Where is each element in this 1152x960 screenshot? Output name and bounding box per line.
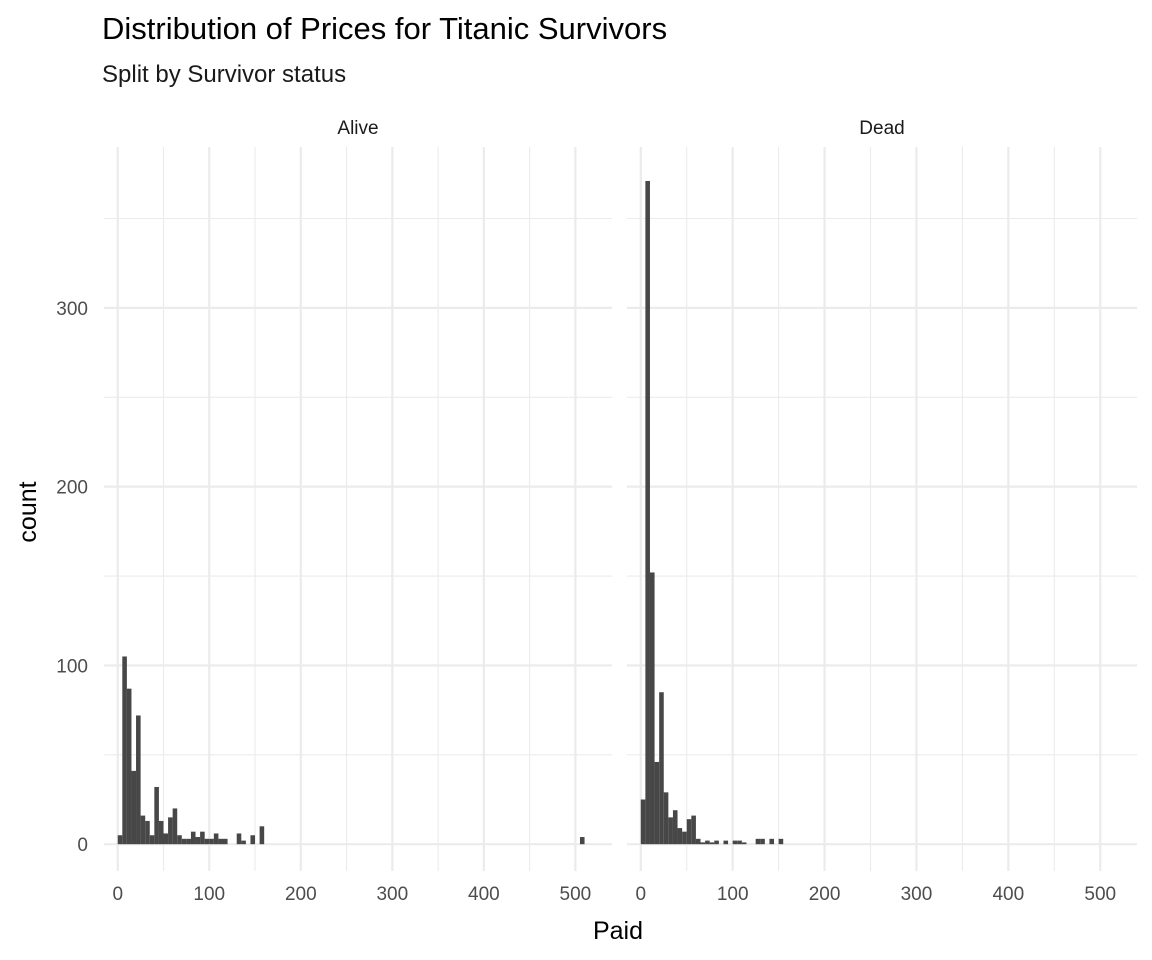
facet-label-alive: Alive bbox=[337, 118, 378, 139]
x-tick-label-alive-400: 400 bbox=[468, 884, 500, 905]
bar-dead-50 bbox=[686, 819, 692, 845]
x-tick-label-dead-0: 0 bbox=[635, 884, 646, 905]
bar-alive-10 bbox=[126, 688, 132, 845]
x-tick-label-alive-200: 200 bbox=[285, 884, 317, 905]
bar-alive-75 bbox=[186, 838, 191, 845]
bar-dead-60 bbox=[695, 838, 701, 845]
x-tick-label-dead-300: 300 bbox=[901, 884, 933, 905]
bar-alive-20 bbox=[136, 715, 141, 845]
y-tick-label-200: 200 bbox=[56, 478, 88, 499]
bar-alive-45 bbox=[158, 820, 164, 845]
bar-dead-45 bbox=[682, 831, 687, 845]
bar-alive-15 bbox=[131, 770, 137, 845]
bar-alive-65 bbox=[177, 835, 182, 845]
facet-panel-alive: 0 100 200 300 400 500 Alive bbox=[104, 118, 612, 905]
bar-alive-130 bbox=[236, 833, 242, 845]
facet-panel-dead: 0 100 200 300 400 500 Dead bbox=[627, 118, 1137, 905]
bar-alive-115 bbox=[222, 838, 228, 845]
bar-dead-70 bbox=[705, 840, 710, 845]
bar-dead-105 bbox=[737, 840, 742, 845]
bar-dead-55 bbox=[691, 815, 696, 845]
bar-alive-60 bbox=[172, 808, 178, 845]
bar-alive-80 bbox=[190, 831, 196, 845]
x-tick-label-dead-500: 500 bbox=[1084, 884, 1116, 905]
bar-alive-85 bbox=[195, 837, 201, 845]
bar-dead-150 bbox=[778, 838, 784, 845]
bar-alive-100 bbox=[209, 838, 214, 845]
x-tick-label-dead-100: 100 bbox=[717, 884, 749, 905]
y-tick-label-100: 100 bbox=[56, 656, 88, 677]
bar-dead-140 bbox=[769, 838, 775, 845]
facet-label-dead: Dead bbox=[859, 118, 904, 139]
bar-alive-35 bbox=[149, 835, 155, 845]
bar-alive-50 bbox=[163, 833, 169, 845]
y-axis: 0 100 200 300 bbox=[56, 299, 88, 856]
bar-alive-40 bbox=[154, 786, 159, 845]
bar-dead-0 bbox=[640, 799, 646, 845]
bar-dead-75 bbox=[709, 842, 715, 845]
y-axis-title: count bbox=[14, 481, 42, 542]
bar-alive-155 bbox=[259, 826, 265, 845]
y-tick-label-300: 300 bbox=[56, 299, 88, 320]
bar-dead-65 bbox=[700, 842, 706, 845]
y-tick-label-0: 0 bbox=[77, 835, 88, 856]
bar-dead-15 bbox=[654, 761, 660, 845]
x-axis-title: Paid bbox=[593, 917, 643, 945]
chart-title: Distribution of Prices for Titanic Survi… bbox=[102, 11, 667, 46]
bar-dead-20 bbox=[659, 692, 664, 845]
bar-dead-100 bbox=[732, 840, 738, 845]
bar-dead-40 bbox=[677, 828, 683, 845]
bar-dead-110 bbox=[741, 842, 747, 845]
bar-alive-90 bbox=[200, 831, 205, 845]
bar-alive-135 bbox=[241, 840, 246, 845]
bar-alive-5 bbox=[122, 656, 127, 845]
bar-alive-145 bbox=[250, 835, 256, 845]
bar-dead-35 bbox=[672, 810, 678, 845]
x-tick-label-dead-200: 200 bbox=[809, 884, 841, 905]
bar-alive-30 bbox=[145, 820, 150, 845]
bar-dead-125 bbox=[755, 838, 761, 845]
bar-dead-80 bbox=[714, 840, 719, 845]
bar-alive-70 bbox=[181, 838, 187, 845]
bar-dead-90 bbox=[723, 840, 729, 845]
bar-dead-30 bbox=[668, 817, 673, 845]
bar-dead-130 bbox=[760, 838, 765, 845]
bar-alive-95 bbox=[204, 838, 210, 845]
bar-alive-0 bbox=[117, 835, 123, 845]
bar-alive-25 bbox=[140, 815, 146, 845]
bar-dead-25 bbox=[663, 792, 669, 845]
chart-subtitle: Split by Survivor status bbox=[102, 61, 346, 88]
bar-alive-55 bbox=[168, 817, 173, 845]
bar-dead-10 bbox=[649, 572, 655, 845]
x-tick-label-alive-300: 300 bbox=[376, 884, 408, 905]
x-tick-label-alive-0: 0 bbox=[112, 884, 123, 905]
bar-dead-5 bbox=[645, 180, 650, 845]
x-tick-label-alive-100: 100 bbox=[193, 884, 225, 905]
bar-alive-110 bbox=[218, 838, 223, 845]
x-tick-label-dead-400: 400 bbox=[992, 884, 1024, 905]
bar-alive-105 bbox=[213, 833, 219, 845]
bar-alive-505 bbox=[579, 837, 585, 845]
x-tick-label-alive-500: 500 bbox=[560, 884, 592, 905]
